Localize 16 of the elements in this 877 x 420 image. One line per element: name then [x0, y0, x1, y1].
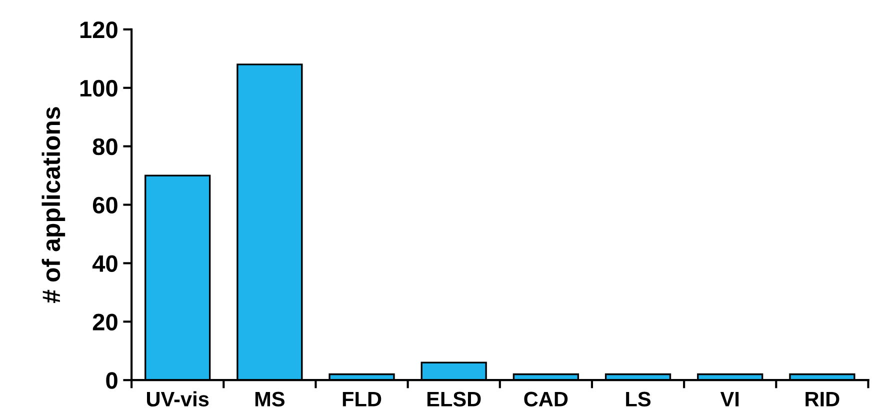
x-tick-label: VI — [720, 392, 739, 406]
y-tick-label: 40 — [92, 255, 118, 272]
y-tick-label: 80 — [92, 138, 118, 156]
x-tick-label: ELSD — [427, 392, 481, 407]
y-tick-label: 120 — [80, 21, 118, 38]
x-tick-label: FLD — [342, 392, 382, 406]
x-tick-label: CAD — [524, 392, 568, 407]
x-tick-label: UV-vis — [146, 391, 209, 407]
y-axis-title: # of applications — [42, 107, 66, 303]
y-tick-label: 60 — [92, 196, 118, 214]
y-tick-label: 0 — [106, 372, 118, 389]
y-tick-label: 100 — [80, 80, 118, 97]
x-tick-label: RID — [806, 392, 840, 406]
x-tick-label: MS — [255, 392, 284, 407]
y-tick-label: 20 — [92, 314, 118, 330]
x-tick-label: LS — [626, 392, 651, 407]
